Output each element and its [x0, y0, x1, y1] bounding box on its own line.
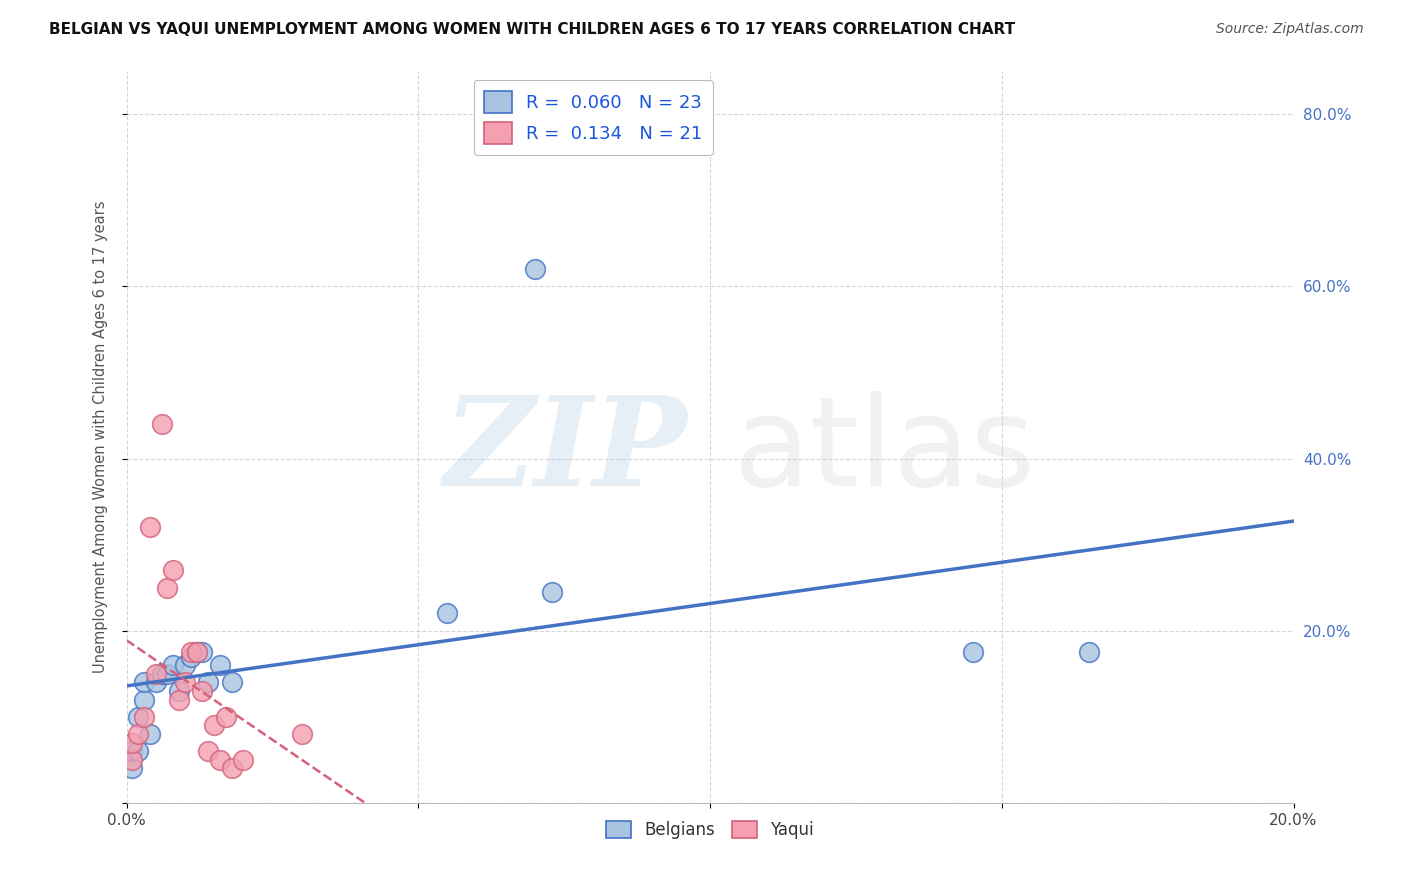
Point: [121, 761, 143, 775]
Text: Source: ZipAtlas.com: Source: ZipAtlas.com: [1216, 22, 1364, 37]
Point: [174, 675, 197, 690]
Legend: Belgians, Yaqui: Belgians, Yaqui: [599, 814, 821, 846]
Point: [221, 761, 243, 775]
Point: [202, 718, 225, 732]
Point: [127, 727, 149, 741]
Point: [436, 607, 458, 621]
Point: [232, 753, 254, 767]
Point: [208, 753, 231, 767]
Point: [127, 744, 149, 758]
Y-axis label: Unemployment Among Women with Children Ages 6 to 17 years: Unemployment Among Women with Children A…: [93, 201, 108, 673]
Point: [1078, 645, 1101, 659]
Point: [156, 666, 179, 681]
Point: [127, 710, 149, 724]
Point: [139, 520, 162, 534]
Point: [150, 666, 173, 681]
Point: [150, 417, 173, 432]
Point: [121, 735, 143, 749]
Point: [191, 645, 214, 659]
Point: [962, 645, 984, 659]
Point: [162, 658, 184, 673]
Point: [197, 744, 219, 758]
Point: [197, 675, 219, 690]
Point: [524, 262, 547, 277]
Point: [174, 658, 197, 673]
Point: [156, 581, 179, 595]
Point: [191, 684, 214, 698]
Point: [167, 692, 190, 706]
Point: [221, 675, 243, 690]
Point: [132, 692, 155, 706]
Point: [162, 564, 184, 578]
Point: [541, 585, 564, 599]
Point: [132, 675, 155, 690]
Point: [121, 744, 143, 758]
Point: [290, 727, 312, 741]
Point: [180, 649, 202, 664]
Point: [121, 753, 143, 767]
Point: [186, 645, 208, 659]
Point: [186, 645, 208, 659]
Point: [145, 666, 167, 681]
Text: BELGIAN VS YAQUI UNEMPLOYMENT AMONG WOMEN WITH CHILDREN AGES 6 TO 17 YEARS CORRE: BELGIAN VS YAQUI UNEMPLOYMENT AMONG WOME…: [49, 22, 1015, 37]
Point: [208, 658, 231, 673]
Text: ZIP: ZIP: [443, 391, 686, 513]
Point: [180, 645, 202, 659]
Point: [139, 727, 162, 741]
Text: atlas: atlas: [734, 392, 1035, 512]
Point: [215, 710, 238, 724]
Point: [145, 675, 167, 690]
Point: [167, 684, 190, 698]
Point: [132, 710, 155, 724]
